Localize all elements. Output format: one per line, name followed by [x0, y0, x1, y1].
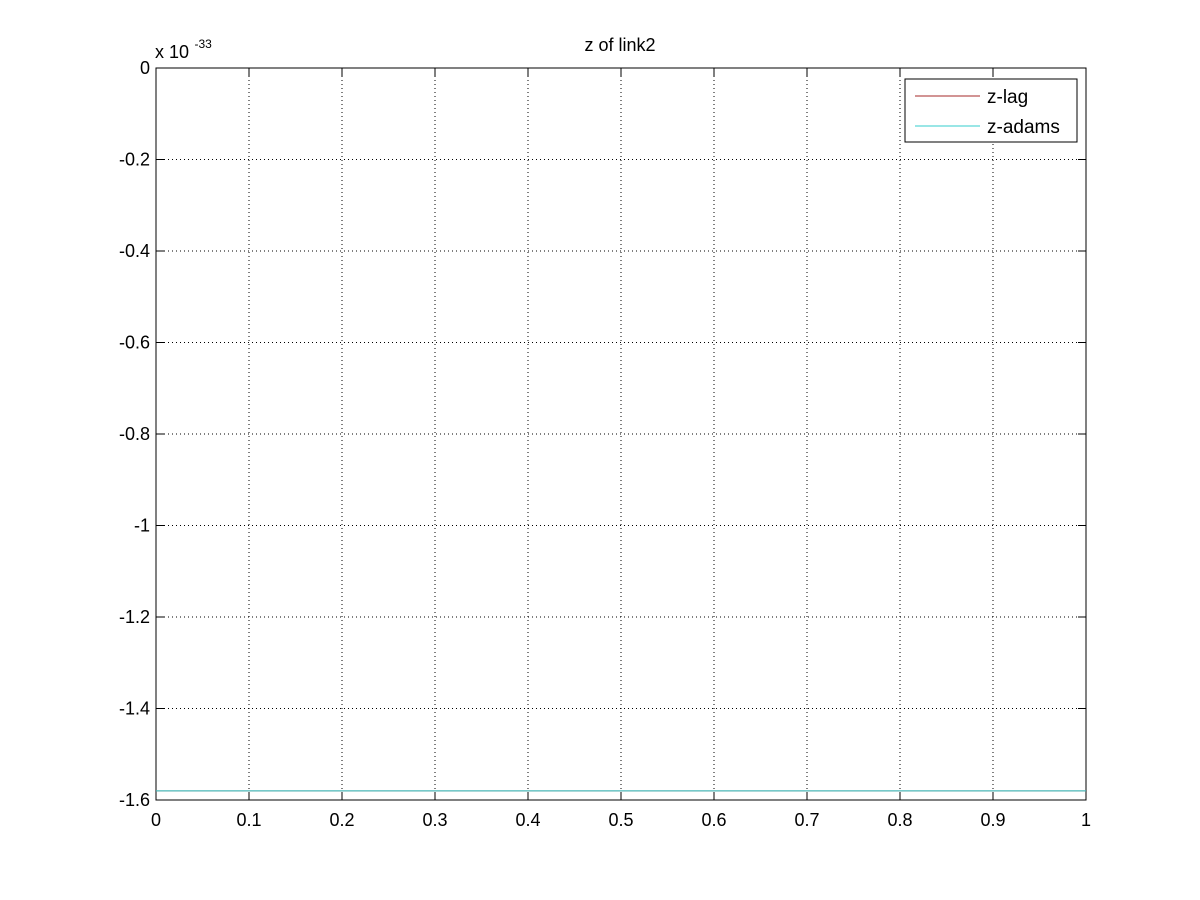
y-exponent-base: x 10	[155, 42, 189, 62]
y-tick-label: -0.2	[119, 150, 150, 170]
axis-ticks	[155, 67, 1087, 801]
x-axis-tick-labels: 0 0.1 0.2 0.3 0.4 0.5 0.6 0.7 0.8 0.9 1	[151, 810, 1091, 830]
x-tick-label: 0.2	[329, 810, 354, 830]
x-tick-label: 1	[1081, 810, 1091, 830]
y-tick-label: -0.8	[119, 424, 150, 444]
x-tick-label: 0.9	[980, 810, 1005, 830]
x-tick-label: 0.3	[422, 810, 447, 830]
x-tick-label: 0.8	[887, 810, 912, 830]
y-axis-tick-labels: 0 -0.2 -0.4 -0.6 -0.8 -1 -1.2 -1.4 -1.6	[119, 58, 150, 810]
x-tick-label: 0.4	[515, 810, 540, 830]
legend-box	[904, 78, 1078, 143]
grid	[156, 68, 1086, 800]
legend-label-z-lag: z-lag	[987, 87, 1028, 108]
y-tick-label: -1.2	[119, 607, 150, 627]
y-tick-label: -0.6	[119, 333, 150, 353]
x-tick-label: 0	[151, 810, 161, 830]
x-tick-label: 0.1	[236, 810, 261, 830]
y-tick-label: -1	[134, 516, 150, 536]
x-tick-label: 0.5	[608, 810, 633, 830]
y-tick-label: 0	[140, 58, 150, 78]
y-exponent-power: -33	[194, 37, 212, 51]
chart-title: z of link2	[584, 35, 655, 55]
x-tick-label: 0.6	[701, 810, 726, 830]
y-axis-exponent-label: x 10 -33	[155, 37, 212, 62]
x-tick-label: 0.7	[794, 810, 819, 830]
legend-label-z-adams: z-adams	[987, 117, 1060, 138]
y-tick-label: -1.6	[119, 790, 150, 810]
y-tick-label: -0.4	[119, 241, 150, 261]
y-tick-label: -1.4	[119, 699, 150, 719]
legend-items: z-lag z-adams	[915, 87, 1060, 138]
legend: z-lag z-adams	[904, 78, 1078, 143]
